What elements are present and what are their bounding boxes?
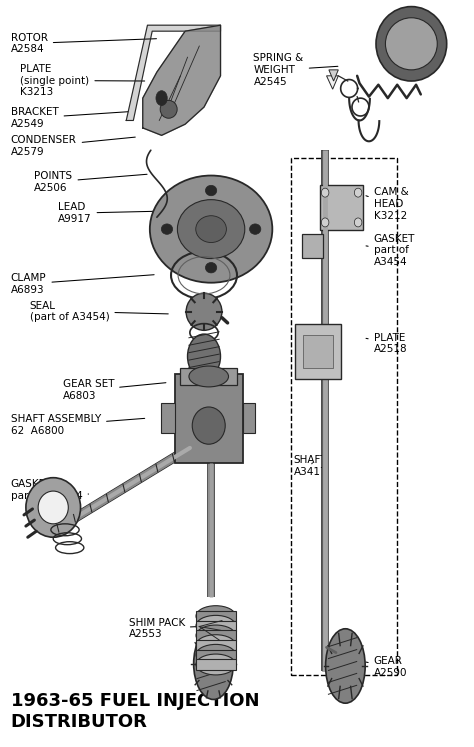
Bar (196, 640, 236, 651)
Ellipse shape (150, 176, 273, 282)
Bar (196, 630, 236, 641)
Bar (196, 650, 236, 660)
Bar (161, 403, 174, 433)
Ellipse shape (196, 625, 236, 646)
Bar (196, 621, 236, 631)
Ellipse shape (249, 224, 261, 235)
Ellipse shape (385, 18, 438, 70)
Ellipse shape (161, 224, 173, 235)
Ellipse shape (326, 629, 365, 703)
Bar (196, 660, 236, 670)
Ellipse shape (194, 628, 233, 699)
Text: PLATE
A2518: PLATE A2518 (366, 332, 407, 354)
Text: GASKET
part of
A3454: GASKET part of A3454 (366, 234, 415, 267)
Ellipse shape (196, 635, 236, 656)
Ellipse shape (186, 293, 222, 330)
Bar (320, 185, 363, 230)
Ellipse shape (205, 262, 217, 273)
Text: CAM &
HEAD
K3212: CAM & HEAD K3212 (366, 187, 409, 220)
Ellipse shape (205, 185, 217, 196)
Ellipse shape (160, 100, 177, 118)
Ellipse shape (177, 199, 245, 258)
Text: CLAMP
A6893: CLAMP A6893 (11, 273, 154, 294)
Bar (291, 158, 397, 675)
Ellipse shape (355, 218, 362, 227)
Text: PLATE
(single point)
K3213: PLATE (single point) K3213 (20, 64, 145, 97)
Text: SHAFT ASSEMBLY
62  A6800: SHAFT ASSEMBLY 62 A6800 (11, 415, 145, 436)
Ellipse shape (321, 218, 329, 227)
Ellipse shape (355, 188, 362, 197)
Bar (303, 335, 333, 368)
Bar (243, 403, 255, 433)
Text: SPRING &
WEIGHT
A2545: SPRING & WEIGHT A2545 (254, 54, 338, 87)
Polygon shape (327, 75, 338, 89)
Text: GASKET
part of A3454: GASKET part of A3454 (11, 479, 89, 500)
Text: POINTS
A2506: POINTS A2506 (35, 171, 147, 193)
Ellipse shape (38, 491, 68, 524)
Ellipse shape (321, 188, 329, 197)
Bar (302, 235, 323, 258)
Polygon shape (329, 70, 338, 81)
Text: BRACKET
A2549: BRACKET A2549 (11, 107, 128, 128)
Text: SHAFT
A3417: SHAFT A3417 (293, 456, 327, 477)
Ellipse shape (192, 407, 225, 444)
Ellipse shape (196, 645, 236, 666)
Text: SEAL
(part of A3454): SEAL (part of A3454) (30, 300, 168, 322)
Bar (196, 611, 236, 622)
Text: GEAR
A2590: GEAR A2590 (366, 657, 407, 678)
Ellipse shape (196, 616, 236, 636)
Ellipse shape (196, 606, 236, 627)
Ellipse shape (196, 216, 227, 243)
Bar (295, 323, 341, 379)
Text: GEAR SET
A6803: GEAR SET A6803 (63, 379, 166, 401)
Ellipse shape (188, 334, 220, 379)
Text: 1963-65 FUEL INJECTION
DISTRIBUTOR: 1963-65 FUEL INJECTION DISTRIBUTOR (11, 692, 259, 731)
Bar (174, 374, 243, 463)
Ellipse shape (189, 366, 228, 387)
Text: SHIM PACK
A2553: SHIM PACK A2553 (128, 618, 197, 639)
Ellipse shape (156, 90, 167, 105)
Text: LEAD
A9917: LEAD A9917 (58, 202, 154, 224)
Polygon shape (143, 25, 220, 135)
Text: CONDENSER
A2579: CONDENSER A2579 (11, 135, 135, 157)
Ellipse shape (26, 477, 81, 537)
Text: ROTOR
A2584: ROTOR A2584 (11, 33, 156, 55)
Ellipse shape (196, 654, 236, 675)
Ellipse shape (376, 7, 447, 81)
Bar (181, 368, 237, 385)
Polygon shape (126, 25, 220, 120)
